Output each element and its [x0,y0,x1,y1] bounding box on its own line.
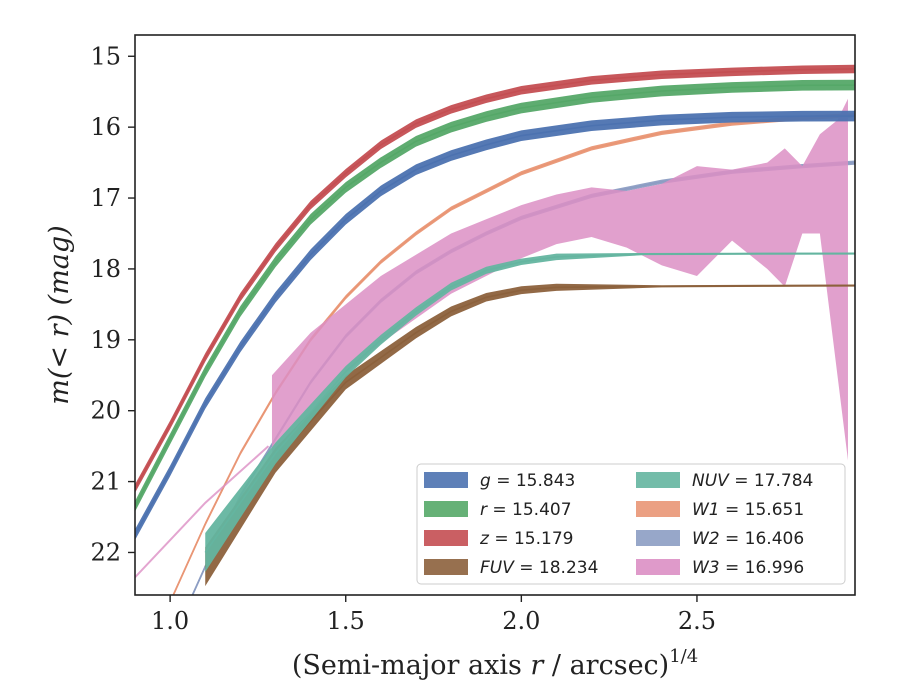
series-layer [135,64,855,595]
series-r-line [135,84,855,507]
y-tick-label: 20 [90,397,121,425]
x-axis-label-main: (Semi-major axis r / arcsec) [292,650,669,681]
legend-label-g: g = 15.843 [480,471,575,491]
legend-swatch-w3 [636,559,680,575]
y-tick-label: 21 [90,468,121,496]
legend-swatch-z [424,530,468,546]
legend-swatch-r [424,501,468,517]
x-axis-label: (Semi-major axis r / arcsec)1/4 [292,646,698,681]
y-tick-label: 22 [90,538,121,566]
plot-frame [134,34,856,596]
y-tick-label: 17 [90,184,121,212]
legend: g = 15.843 r = 15.407 z = 15.179 FUV = 18.2… [416,463,846,585]
x-tick-label: 2.0 [502,607,540,635]
x-tick-label: 1.5 [327,607,365,635]
legend-label-nuv: NUV = 17.784 [692,471,813,491]
x-tick-label: 1.0 [151,607,189,635]
y-tick-label: 18 [90,255,121,283]
y-axis-label: m(< r) (mag) [44,225,75,404]
legend-label-w3: W3 = 16.996 [692,558,804,578]
y-tick-label: 16 [90,113,121,141]
ticks-layer: 1.0 1.5 2.0 2.5 15 16 17 18 19 20 21 22 [90,42,716,635]
series-z-band [135,64,855,493]
legend-label-fuv: FUV = 18.234 [480,558,598,578]
legend-swatch-w2 [636,530,680,546]
legend-swatch-g [424,472,468,488]
series-z-line [135,68,855,490]
legend-swatch-fuv [424,559,468,575]
y-tick-label: 19 [90,326,121,354]
y-axis-label-part: (mag) [44,225,75,305]
legend-swatch-w1 [636,501,680,517]
series-nuv-line [204,252,855,553]
plot-area [135,64,855,595]
series-g-line [135,115,855,536]
legend-frame [416,463,846,585]
legend-label-w2: W2 = 16.406 [692,529,804,549]
x-tick-label: 2.5 [678,607,716,635]
legend-label-w1: W1 = 15.651 [692,500,804,520]
y-tick-label: 15 [90,42,121,70]
series-w3-line [135,445,270,578]
legend-label-z: z = 15.179 [479,529,573,549]
y-axis-label-part: m(< r) [44,305,75,404]
legend-label-r: r = 15.407 [480,500,572,520]
series-w1-line [172,114,855,595]
x-axis-label-sup: 1/4 [669,646,698,667]
series-w3-band [271,98,848,461]
legend-swatch-nuv [636,472,680,488]
series-fuv-line [204,284,855,568]
